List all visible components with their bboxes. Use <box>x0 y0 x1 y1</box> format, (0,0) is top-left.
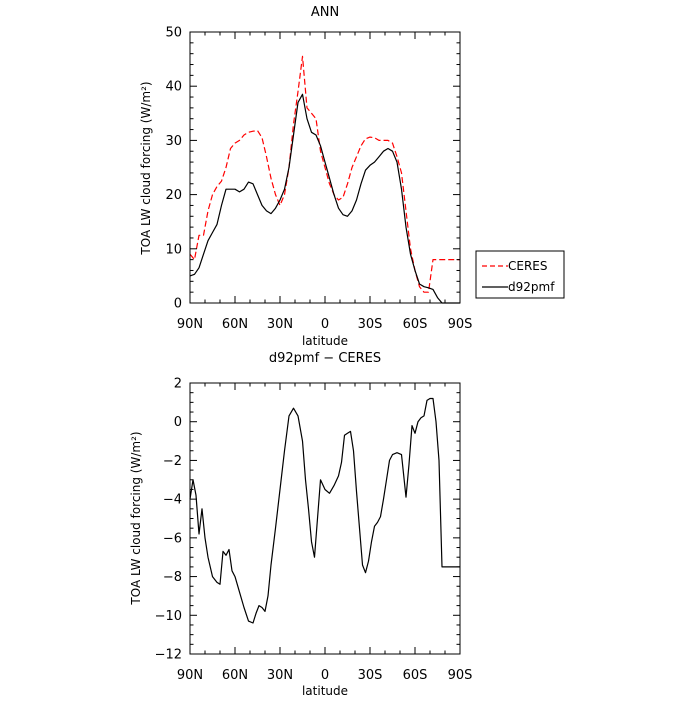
panel-difference-x-tick-label: 60N <box>222 668 248 683</box>
panel-difference-y-tick-label: −8 <box>163 570 182 585</box>
panel-difference-y-tick-label: −2 <box>163 454 182 469</box>
panel-difference-y-tick-label: −10 <box>155 609 182 624</box>
panel-difference-y-tick-label: −12 <box>155 648 182 663</box>
panel-ann-y-tick-label: 40 <box>165 80 182 95</box>
panel-ann-title: ANN <box>311 5 339 20</box>
panel-ann-y-tick-label: 20 <box>165 188 182 203</box>
panel-ann-series <box>189 55 460 304</box>
panel-difference-y-tick-label: 2 <box>174 377 182 392</box>
panel-ann-x-tick-label: 30N <box>267 317 293 332</box>
panel-ann-y-tick-label: 30 <box>165 134 182 149</box>
panel-ann-x-axis-label: latitude <box>302 334 348 348</box>
panel-difference-ticks <box>189 382 461 655</box>
panel-ann-x-tick-label: 0 <box>321 317 329 332</box>
panel-difference-y-axis-label: TOA LW cloud forcing (W/m²) <box>129 431 143 605</box>
panel-difference-x-tick-labels: 90N 60N 30N 0 30S 60S 90S <box>177 668 473 683</box>
panel-difference-title: d92pmf − CERES <box>269 351 381 366</box>
panel-ann-x-tick-label: 90S <box>448 317 473 332</box>
panel-difference-x-tick-label: 60S <box>403 668 428 683</box>
panel-difference-x-tick-label: 30N <box>267 668 293 683</box>
legend-box <box>475 250 565 299</box>
panel-ann-y-axis-label: TOA LW cloud forcing (W/m²) <box>139 81 153 255</box>
panel-difference: d92pmf − CERES −12 −10 −8 −6 −4 −2 0 2 90N 60N 30… <box>129 351 472 698</box>
panel-ann: ANN 0 10 20 30 40 50 90N 60N 30N 0 30S 60S 90S lati… <box>139 5 565 348</box>
panel-difference-y-tick-labels: −12 −10 −8 −6 −4 −2 0 2 <box>155 377 182 663</box>
panel-difference-y-tick-label: −4 <box>163 493 182 508</box>
panel-ann-x-tick-label: 30S <box>358 317 383 332</box>
panel-difference-x-tick-label: 0 <box>321 668 329 683</box>
panel-difference-x-axis-label: latitude <box>302 684 348 698</box>
panel-difference-x-tick-label: 30S <box>358 668 383 683</box>
panel-ann-x-tick-label: 90N <box>177 317 203 332</box>
panel-difference-y-tick-label: −6 <box>163 531 182 546</box>
panel-ann-x-tick-labels: 90N 60N 30N 0 30S 60S 90S <box>177 317 473 332</box>
panel-ann-y-tick-label: 0 <box>174 297 182 312</box>
panel-difference-x-tick-label: 90S <box>448 668 473 683</box>
panel-ann-y-tick-labels: 0 10 20 30 40 50 <box>165 26 182 312</box>
panel-difference-series-line-0 <box>189 397 460 624</box>
panel-difference-plot-frame <box>189 382 461 655</box>
panel-difference-y-tick-label: 0 <box>174 415 182 430</box>
panel-ann-x-tick-label: 60N <box>222 317 248 332</box>
legend-label-d92pmf: d92pmf <box>508 280 555 294</box>
panel-ann-series-line-ceres <box>189 55 460 293</box>
panel-ann-y-tick-label: 50 <box>165 26 182 41</box>
panel-ann-ticks <box>189 31 461 304</box>
panel-difference-x-tick-label: 90N <box>177 668 203 683</box>
legend: CERES d92pmf <box>475 250 565 299</box>
panel-ann-series-line-d92pmf <box>189 93 460 304</box>
panel-difference-series <box>189 397 460 624</box>
legend-label-ceres: CERES <box>508 259 548 273</box>
panel-ann-x-tick-label: 60S <box>403 317 428 332</box>
panel-ann-y-tick-label: 10 <box>165 242 182 257</box>
